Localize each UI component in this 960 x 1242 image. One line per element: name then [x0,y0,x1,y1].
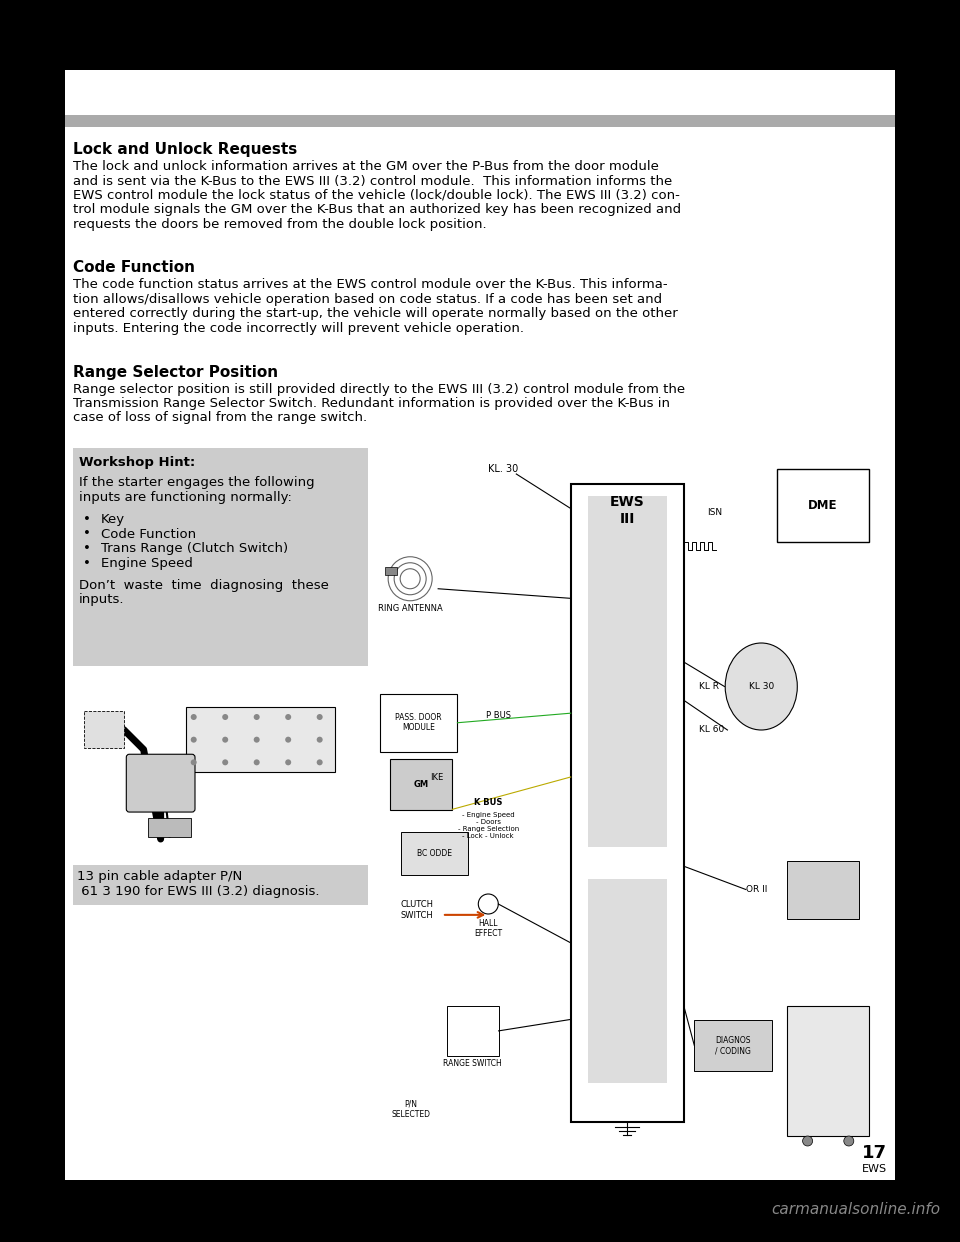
Text: Lock and Unlock Requests: Lock and Unlock Requests [73,142,298,156]
Circle shape [285,714,291,720]
Text: OR II: OR II [746,886,767,894]
Bar [375,440,890,1165]
Text: Range selector position is still provided directly to the EWS III (3.2) control : Range selector position is still provide… [73,383,685,395]
Bar [777,469,870,542]
Text: The lock and unlock information arrives at the GM over the P-Bus from the door m: The lock and unlock information arrives … [73,160,659,173]
Bar [400,831,468,876]
Text: Workshop Hint:: Workshop Hint: [79,456,195,469]
Text: •: • [83,556,91,570]
Text: EWS
III: EWS III [610,496,645,525]
Text: EWS control module the lock status of the vehicle (lock/double lock). The EWS II: EWS control module the lock status of th… [73,189,680,202]
Text: case of loss of signal from the range switch.: case of loss of signal from the range sw… [73,411,367,425]
Circle shape [844,1136,853,1146]
Text: CLUTCH
SWITCH: CLUTCH SWITCH [400,900,434,920]
Text: ISN: ISN [708,508,723,517]
Ellipse shape [725,643,798,730]
Text: If the starter engages the following: If the starter engages the following [79,476,315,489]
Text: Don’t  waste  time  diagnosing  these: Don’t waste time diagnosing these [79,579,329,592]
Circle shape [478,894,498,914]
Bar [588,879,667,1083]
Text: entered correctly during the start-up, the vehicle will operate normally based o: entered correctly during the start-up, t… [73,308,678,320]
Text: RING ANTENNA: RING ANTENNA [378,605,443,614]
Bar [65,116,895,127]
Text: carmanualsonline.info: carmanualsonline.info [771,1202,940,1217]
Text: BC ODDE: BC ODDE [417,848,452,858]
Text: DIAGNOS
/ CODING: DIAGNOS / CODING [715,1036,751,1054]
Circle shape [222,714,228,720]
Text: inputs. Entering the code incorrectly will prevent vehicle operation.: inputs. Entering the code incorrectly wi… [73,322,524,335]
Bar [65,70,895,1180]
Bar [787,1006,870,1136]
Circle shape [285,737,291,743]
Circle shape [222,759,228,765]
Circle shape [191,714,197,720]
Text: •: • [83,513,91,527]
Text: 61 3 190 for EWS III (3.2) diagnosis.: 61 3 190 for EWS III (3.2) diagnosis. [77,884,320,898]
Bar [84,710,124,748]
Circle shape [253,737,260,743]
Bar [380,694,457,751]
Bar [447,1006,498,1056]
Circle shape [317,737,323,743]
Bar [588,497,667,847]
Bar [694,1020,772,1071]
FancyBboxPatch shape [127,754,195,812]
Bar [65,70,895,116]
Bar [391,759,452,810]
Circle shape [253,759,260,765]
Text: Code Function: Code Function [101,528,196,540]
Text: Trans Range (Clutch Switch): Trans Range (Clutch Switch) [101,542,288,555]
Text: Key: Key [101,513,125,527]
Circle shape [317,714,323,720]
Text: DME: DME [808,499,838,512]
Circle shape [191,759,197,765]
Text: •: • [83,528,91,540]
Text: 13 pin cable adapter P/N: 13 pin cable adapter P/N [77,869,242,883]
Text: •: • [83,542,91,555]
Text: HALL
EFFECT: HALL EFFECT [474,919,502,939]
Bar [385,566,397,575]
Bar [570,483,684,1122]
Text: P/N
SELECTED: P/N SELECTED [392,1099,430,1119]
Text: KL. 30: KL. 30 [489,465,518,474]
Text: inputs are functioning normally:: inputs are functioning normally: [79,491,292,503]
Text: Code Function: Code Function [73,261,195,276]
Bar [73,669,368,864]
Bar [73,864,368,905]
Bar [186,707,334,773]
Text: The code function status arrives at the EWS control module over the K-Bus. This : The code function status arrives at the … [73,278,667,292]
Text: PASS. DOOR
MODULE: PASS. DOOR MODULE [396,713,443,733]
Text: EWS: EWS [862,1164,887,1174]
Text: RANGE SWITCH: RANGE SWITCH [444,1059,502,1068]
Text: tion allows/disallows vehicle operation based on code status. If a code has been: tion allows/disallows vehicle operation … [73,293,662,306]
Text: requests the doors be removed from the double lock position.: requests the doors be removed from the d… [73,219,487,231]
Text: - Engine Speed
- Doors
- Range Selection
- Lock - Unlock: - Engine Speed - Doors - Range Selection… [458,812,519,840]
Bar [787,861,859,919]
Text: Range Selector Position: Range Selector Position [73,364,278,380]
Circle shape [191,737,197,743]
Text: P BUS: P BUS [486,710,511,720]
Circle shape [253,714,260,720]
Text: Engine Speed: Engine Speed [101,556,193,570]
Circle shape [803,1136,812,1146]
Text: KL 30: KL 30 [750,682,775,691]
Text: and is sent via the K-Bus to the EWS III (3.2) control module.  This information: and is sent via the K-Bus to the EWS III… [73,174,672,188]
Text: inputs.: inputs. [79,594,125,606]
Text: KL 60: KL 60 [700,725,725,734]
Circle shape [285,759,291,765]
Text: KL R: KL R [700,682,719,691]
Text: K BUS: K BUS [474,799,502,807]
Bar [73,448,368,666]
Text: GM: GM [414,780,429,789]
Text: IKE: IKE [430,773,444,781]
Circle shape [222,737,228,743]
Text: trol module signals the GM over the K-Bus that an authorized key has been recogn: trol module signals the GM over the K-Bu… [73,204,682,216]
Bar [148,818,191,837]
Text: Transmission Range Selector Switch. Redundant information is provided over the K: Transmission Range Selector Switch. Redu… [73,397,670,410]
Circle shape [317,759,323,765]
Text: 17: 17 [862,1144,887,1163]
